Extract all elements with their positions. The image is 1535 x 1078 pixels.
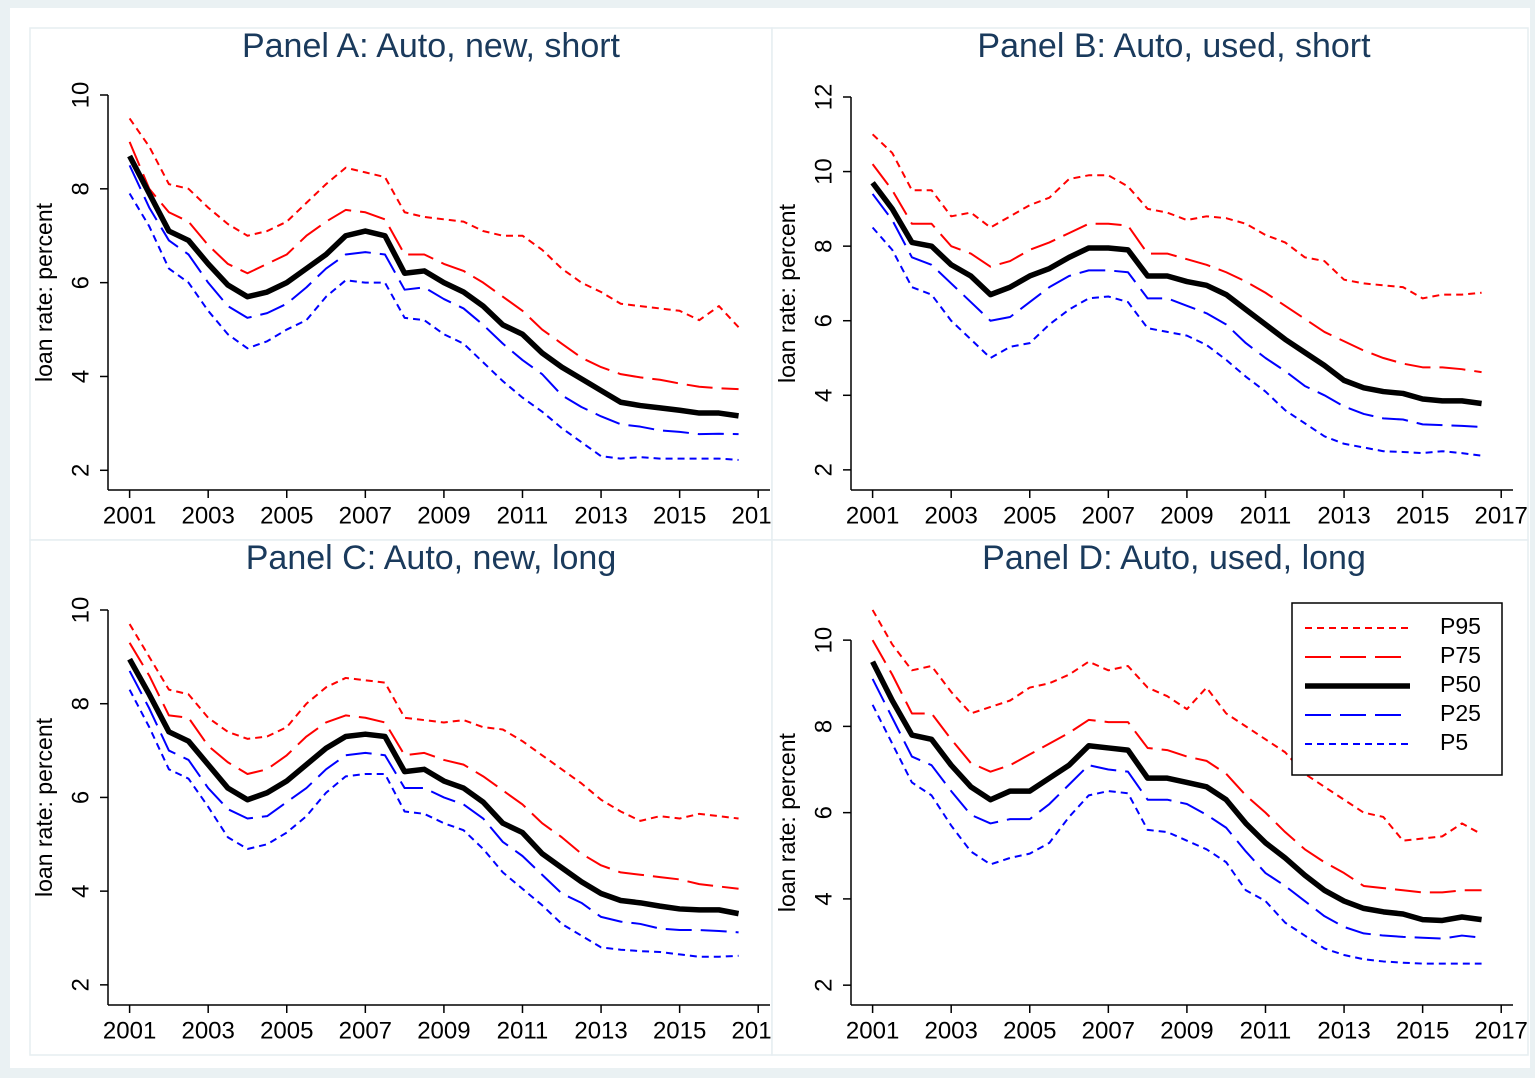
- x-tick-label: 2005: [260, 1017, 313, 1044]
- x-tick-label: 2005: [260, 502, 313, 529]
- x-tick-label: 2007: [1082, 1017, 1135, 1044]
- legend-label: P5: [1440, 729, 1468, 755]
- legend-label: P25: [1440, 700, 1481, 726]
- series-line: [870, 181, 1482, 407]
- y-axis-label: loan rate: percent: [31, 717, 57, 897]
- x-tick-label: 2005: [1003, 1017, 1056, 1044]
- y-tick-label: 10: [67, 597, 94, 624]
- y-tick-label: 6: [67, 791, 94, 804]
- legend-label: P50: [1440, 671, 1481, 697]
- y-tick-label: 6: [810, 806, 837, 819]
- y-axis-label: loan rate: percent: [774, 732, 800, 912]
- series-line: [128, 623, 739, 822]
- y-tick-label: 4: [810, 389, 837, 402]
- x-tick-label: 2015: [653, 502, 706, 529]
- panel: Panel B: Auto, used, short 2 4 6 8 10 12 2001 20…: [771, 27, 1529, 541]
- series-line: [127, 154, 739, 419]
- series-line: [870, 660, 1482, 924]
- series-line: [871, 609, 1483, 842]
- x-tick-label: 2015: [1396, 1017, 1449, 1044]
- panel-title: Panel A: Auto, new, short: [242, 27, 621, 65]
- y-tick-label: 2: [810, 978, 837, 991]
- x-tick-label: 2017: [1475, 502, 1528, 529]
- x-tick-label: 2001: [103, 502, 156, 529]
- x-tick-label: 2003: [181, 502, 234, 529]
- y-tick-label: 4: [67, 884, 94, 897]
- y-axis-label: loan rate: percent: [31, 202, 57, 382]
- x-tick-label: 2007: [339, 502, 392, 529]
- x-tick-label: 2005: [1003, 502, 1056, 529]
- x-tick-label: 2003: [181, 1017, 234, 1044]
- y-tick-label: 12: [810, 84, 837, 111]
- x-tick-label: 2007: [339, 1017, 392, 1044]
- y-axis-label: loan rate: percent: [774, 203, 800, 383]
- y-tick-label: 6: [67, 276, 94, 289]
- x-tick-label: 2007: [1082, 502, 1135, 529]
- x-tick-label: 2009: [417, 1017, 470, 1044]
- x-tick-label: 2015: [1396, 502, 1449, 529]
- x-tick-label: 2001: [103, 1017, 156, 1044]
- y-tick-label: 2: [67, 464, 94, 477]
- x-tick-label: 2009: [1160, 502, 1213, 529]
- x-tick-label: 2009: [1160, 1017, 1213, 1044]
- series-line: [128, 642, 739, 890]
- panel-title: Panel D: Auto, used, long: [982, 539, 1366, 577]
- legend-label: P95: [1440, 613, 1481, 639]
- series-line: [871, 133, 1482, 300]
- y-tick-label: 2: [810, 463, 837, 476]
- series-line: [128, 689, 739, 958]
- x-tick-label: 2011: [497, 1017, 549, 1044]
- y-tick-label: 4: [67, 370, 94, 383]
- y-tick-label: 4: [810, 892, 837, 905]
- y-tick-label: 8: [810, 720, 837, 733]
- x-tick-label: 2001: [846, 1017, 899, 1044]
- series-line: [871, 678, 1482, 940]
- x-tick-label: 2011: [497, 502, 549, 529]
- series-line: [871, 704, 1482, 965]
- series-line: [128, 164, 739, 436]
- panel-frame: [771, 27, 1529, 541]
- panel: Panel A: Auto, new, short 2 4 6 8 10 2001 2003 2…: [29, 27, 785, 541]
- x-tick-label: 2013: [1317, 502, 1370, 529]
- y-tick-label: 10: [67, 82, 94, 109]
- series-line: [871, 226, 1482, 457]
- y-tick-label: 10: [810, 158, 837, 185]
- x-tick-label: 2011: [1240, 502, 1292, 529]
- legend-label: P75: [1440, 642, 1481, 668]
- x-tick-label: 2001: [846, 502, 899, 529]
- legend-box: [1291, 602, 1503, 776]
- panel: Panel D: Auto, used, long 2 4 6 8 10 2001 2003 2…: [771, 539, 1529, 1056]
- y-tick-label: 8: [67, 697, 94, 710]
- x-tick-label: 2013: [574, 502, 627, 529]
- y-tick-label: 6: [810, 314, 837, 327]
- series-line: [128, 670, 739, 934]
- legend: P95 P75 P50 P25 P5: [1291, 602, 1503, 776]
- series-line: [127, 657, 740, 917]
- series-line: [871, 193, 1482, 428]
- x-tick-label: 2009: [417, 502, 470, 529]
- x-tick-label: 2017: [1475, 1017, 1528, 1044]
- x-tick-label: 2013: [574, 1017, 627, 1044]
- x-tick-label: 2013: [1317, 1017, 1370, 1044]
- x-tick-label: 2015: [653, 1017, 706, 1044]
- series-line: [128, 141, 739, 391]
- y-tick-label: 10: [810, 627, 837, 654]
- panel-title: Panel B: Auto, used, short: [977, 27, 1371, 65]
- y-tick-label: 8: [67, 182, 94, 195]
- x-tick-label: 2003: [924, 1017, 977, 1044]
- x-tick-label: 2011: [1240, 1017, 1292, 1044]
- series-line: [871, 639, 1482, 894]
- panel-frame: [29, 539, 773, 1056]
- panel-title: Panel C: Auto, new, long: [246, 539, 616, 577]
- y-tick-label: 2: [67, 978, 94, 991]
- series-line: [871, 163, 1482, 374]
- y-tick-label: 8: [810, 239, 837, 252]
- x-tick-label: 2003: [924, 502, 977, 529]
- panel: Panel C: Auto, new, long 2 4 6 8 10 2001 2003 20…: [29, 539, 785, 1056]
